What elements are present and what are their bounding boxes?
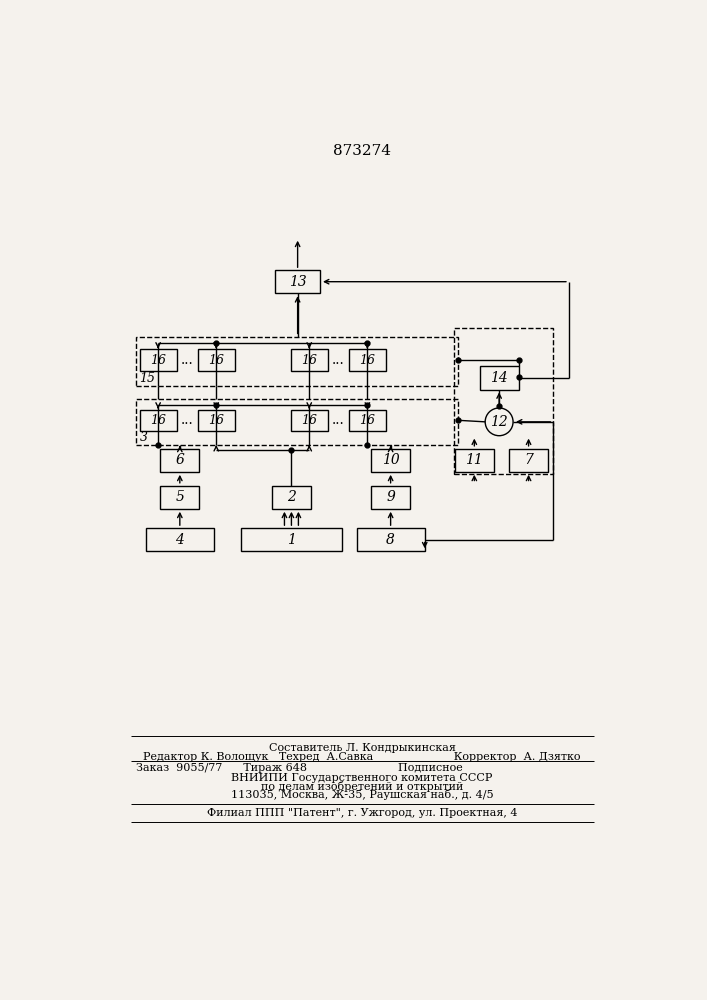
Text: 113035, Москва, Ж-35, Раушская наб., д. 4/5: 113035, Москва, Ж-35, Раушская наб., д. … bbox=[230, 789, 493, 800]
Text: Заказ  9055/77      Тираж 648                          Подписное: Заказ 9055/77 Тираж 648 Подписное bbox=[136, 763, 463, 773]
Text: 7: 7 bbox=[524, 453, 533, 467]
Bar bbox=[241, 528, 341, 551]
Text: 13: 13 bbox=[288, 275, 307, 289]
Bar bbox=[455, 449, 493, 472]
Text: 15: 15 bbox=[139, 372, 156, 385]
Text: 2: 2 bbox=[287, 490, 296, 504]
Text: ...: ... bbox=[332, 353, 345, 367]
Bar bbox=[198, 410, 235, 431]
Text: 8: 8 bbox=[386, 533, 395, 547]
Bar bbox=[480, 366, 518, 389]
Bar bbox=[509, 449, 548, 472]
Bar bbox=[349, 410, 386, 431]
Bar bbox=[371, 449, 410, 472]
Text: 16: 16 bbox=[359, 414, 375, 427]
Text: 14: 14 bbox=[490, 371, 508, 385]
Text: 16: 16 bbox=[359, 354, 375, 367]
Text: 16: 16 bbox=[150, 354, 166, 367]
Text: 1: 1 bbox=[287, 533, 296, 547]
Bar bbox=[146, 528, 214, 551]
Text: 16: 16 bbox=[209, 354, 224, 367]
Bar bbox=[160, 449, 199, 472]
Bar bbox=[349, 349, 386, 371]
Text: 3: 3 bbox=[139, 431, 148, 444]
Text: 5: 5 bbox=[175, 490, 185, 504]
Text: 873274: 873274 bbox=[333, 144, 391, 158]
Text: Редактор К. Волощук   Техред  А.Савка                       Корректор  А. Дзятко: Редактор К. Волощук Техред А.Савка Корре… bbox=[144, 752, 580, 762]
Bar bbox=[371, 486, 410, 509]
Bar bbox=[272, 486, 311, 509]
Text: ...: ... bbox=[332, 413, 345, 427]
Text: 11: 11 bbox=[465, 453, 483, 467]
Text: ВНИИПИ Государственного комитета СССР: ВНИИПИ Государственного комитета СССР bbox=[231, 773, 493, 783]
Bar bbox=[356, 528, 425, 551]
Text: 10: 10 bbox=[382, 453, 399, 467]
Text: по делам изобретений и открытий: по делам изобретений и открытий bbox=[261, 781, 463, 792]
Bar bbox=[275, 270, 320, 293]
Bar bbox=[198, 349, 235, 371]
Bar bbox=[139, 349, 177, 371]
Text: ...: ... bbox=[181, 413, 194, 427]
Text: 16: 16 bbox=[301, 414, 317, 427]
Bar bbox=[291, 410, 328, 431]
Text: 16: 16 bbox=[301, 354, 317, 367]
Text: 16: 16 bbox=[209, 414, 224, 427]
Text: 4: 4 bbox=[175, 533, 185, 547]
Bar bbox=[291, 349, 328, 371]
Bar bbox=[136, 399, 458, 445]
Text: 16: 16 bbox=[150, 414, 166, 427]
Bar bbox=[136, 337, 458, 386]
Bar bbox=[454, 328, 554, 474]
Text: ...: ... bbox=[181, 353, 194, 367]
Text: Филиал ППП "Патент", г. Ужгород, ул. Проектная, 4: Филиал ППП "Патент", г. Ужгород, ул. Про… bbox=[206, 808, 518, 818]
Bar bbox=[139, 410, 177, 431]
Text: 12: 12 bbox=[490, 415, 508, 429]
Text: Составитель Л. Кондрыкинская: Составитель Л. Кондрыкинская bbox=[269, 743, 455, 753]
Circle shape bbox=[485, 408, 513, 436]
Text: 9: 9 bbox=[386, 490, 395, 504]
Text: 6: 6 bbox=[175, 453, 185, 467]
Bar bbox=[160, 486, 199, 509]
